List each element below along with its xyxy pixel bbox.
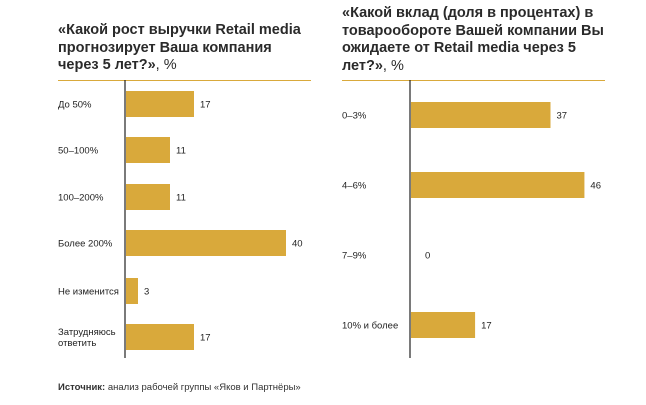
bar-chart-revenue-growth: До 50% 17 50–100% 11 100–200% 11 Более 200% 40 Н…	[58, 80, 303, 358]
category-label-10-и-более: 10% и более	[342, 321, 398, 332]
bar-4-6	[411, 172, 585, 198]
value-label-не-изменится: 3	[144, 287, 149, 298]
category-label-затрудняюсь-ответить: Затрудняюсь ответить	[58, 327, 116, 349]
category-label-7-9: 7–9%	[342, 251, 367, 262]
value-label-затрудняюсь-ответить: 17	[200, 333, 211, 344]
bar-50-100	[126, 137, 170, 163]
bar-затрудняюсь-ответить	[126, 324, 194, 350]
bar-100-200	[126, 184, 170, 210]
bar-до-50	[126, 91, 194, 117]
bar-chart-retail-media-share: 0–3% 37 4–6% 46 7–9% 0 10% и более 17	[342, 80, 601, 358]
value-label-до-50: 17	[200, 100, 211, 111]
value-label-0-3: 37	[556, 111, 567, 122]
category-label-50-100: 50–100%	[58, 146, 99, 157]
source-note: Источник: анализ рабочей группы «Яков и …	[58, 382, 301, 393]
category-label-не-изменится: Не изменится	[58, 287, 119, 298]
chart-title-left-text: «Какой рост выручки Retail media прогноз…	[58, 22, 301, 73]
category-label-4-6: 4–6%	[342, 181, 367, 192]
title-rule-right	[342, 80, 605, 81]
value-label-100-200: 11	[176, 193, 186, 204]
value-label-10-и-более: 17	[481, 321, 492, 332]
chart-title-left-unit: , %	[155, 57, 177, 73]
category-label-более-200: Более 200%	[58, 239, 113, 250]
bar-более-200	[126, 230, 286, 256]
source-label: Источник:	[58, 382, 106, 393]
category-label-100-200: 100–200%	[58, 193, 104, 204]
chart-title-right-text: «Какой вклад (доля в процентах) в товаро…	[342, 5, 604, 74]
chart-title-right-unit: , %	[382, 57, 404, 74]
category-label-0-3: 0–3%	[342, 111, 367, 122]
value-label-4-6: 46	[590, 181, 601, 192]
source-text: анализ рабочей группы «Яков и Партнёры»	[105, 382, 301, 393]
value-label-50-100: 11	[176, 146, 186, 157]
title-rule-left	[58, 80, 311, 81]
bar-не-изменится	[126, 278, 138, 304]
chart-title-right: «Какой вклад (доля в процентах) в товаро…	[342, 5, 612, 75]
bar-10-и-более	[411, 312, 476, 338]
category-label-до-50: До 50%	[58, 100, 92, 111]
chart-title-left: «Какой рост выручки Retail media прогноз…	[58, 22, 308, 75]
bar-0-3	[411, 102, 551, 128]
value-label-7-9: 0	[425, 251, 430, 262]
value-label-более-200: 40	[292, 239, 303, 250]
